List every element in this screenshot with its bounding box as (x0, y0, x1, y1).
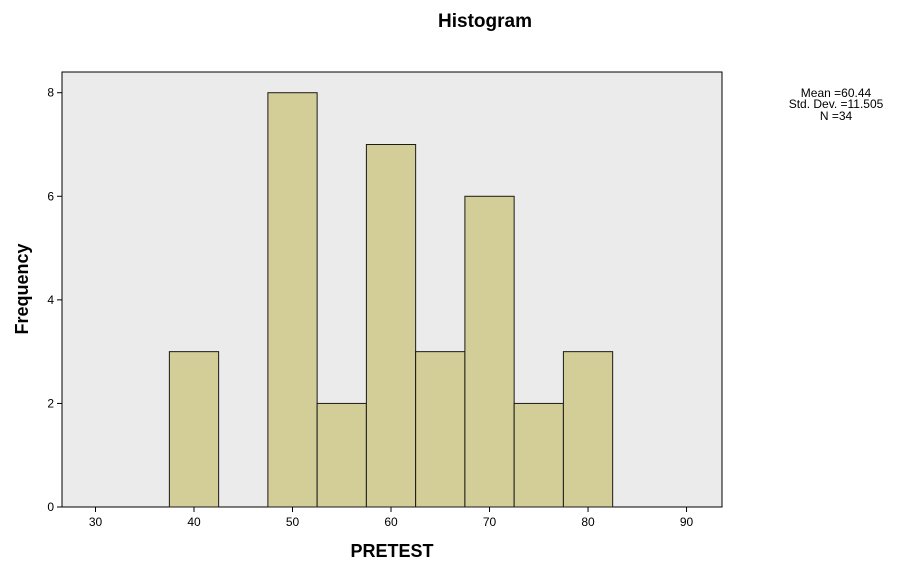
y-tick-label: 4 (47, 293, 54, 307)
x-tick-label: 70 (483, 515, 497, 529)
y-axis-title: Frequency (12, 243, 32, 334)
stats-legend: Mean =60.44 Std. Dev. =11.505 N =34 (789, 86, 884, 123)
histogram-bar (267, 92, 318, 508)
y-tick-label: 2 (47, 396, 54, 410)
y-tick-label: 8 (47, 86, 54, 100)
histogram-bar (415, 351, 466, 508)
histogram-bar (168, 351, 220, 508)
x-tick-label: 50 (286, 515, 300, 529)
x-tick-label: 90 (680, 515, 694, 529)
histogram-bar (365, 144, 417, 508)
x-tick-label: 60 (384, 515, 398, 529)
bars-group (168, 92, 614, 508)
stats-std-dev: Std. Dev. =11.505 (789, 97, 884, 111)
histogram-bar (513, 402, 564, 508)
stats-n: N =34 (820, 109, 853, 123)
chart-title: Histogram (438, 11, 532, 32)
histogram-bar (464, 195, 515, 508)
histogram-bar (316, 402, 367, 508)
x-tick-label: 40 (187, 515, 201, 529)
x-axis-title: PRETEST (350, 541, 433, 561)
x-tick-label: 30 (89, 515, 103, 529)
y-axis: 0 2 4 6 8 (47, 86, 62, 514)
y-tick-label: 0 (47, 500, 54, 514)
y-tick-label: 6 (47, 189, 54, 203)
stats-mean: Mean =60.44 (801, 86, 872, 100)
x-tick-label: 80 (581, 515, 595, 529)
histogram-bar (562, 351, 614, 508)
x-axis: 30 40 50 60 70 80 90 (89, 507, 694, 529)
